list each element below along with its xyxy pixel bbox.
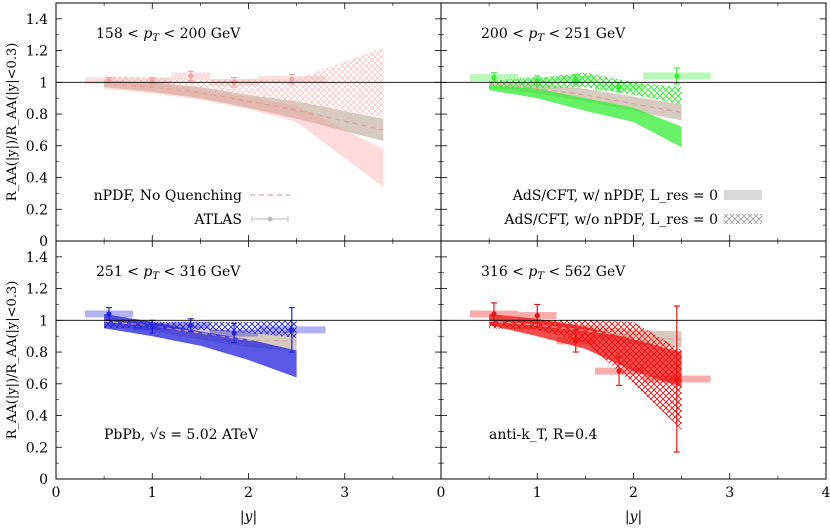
npdf-line <box>104 83 384 131</box>
y-axis-label: R_AA(|y|)/R_AA(|y|<0.3) <box>5 281 20 440</box>
panel-label: 251 < pT < 316 GeV <box>96 264 241 282</box>
atlas-point <box>643 305 711 453</box>
x-tick-label: 1 <box>148 485 157 501</box>
legend-ads-npdf: AdS/CFT, w/ nPDF, L_res = 0 <box>512 188 718 204</box>
atlas-point <box>469 72 518 83</box>
y-tick-label: 0.6 <box>26 139 48 155</box>
ads-npdf-band <box>489 85 682 148</box>
ads-nonpdf-band <box>489 320 682 430</box>
note-system: PbPb, √s = 5.02 ATeV <box>104 427 259 443</box>
x-tick-label: 4 <box>822 485 830 501</box>
atlas-point <box>133 76 172 85</box>
note-jet: anti-k_T, R=0.4 <box>489 427 597 443</box>
legend-atlas-swatch <box>251 216 289 222</box>
legend-npdf: nPDF, No Quenching <box>94 188 242 204</box>
y-tick-label: 0.2 <box>26 202 48 218</box>
y-tick-label: 0.4 <box>26 171 48 187</box>
legend-ads-nonpdf-swatch <box>724 214 762 224</box>
atlas-point <box>258 307 326 353</box>
ads-npdf-band <box>104 83 384 188</box>
y-tick-label: 0.6 <box>26 377 48 393</box>
y-tick-label: 1.2 <box>26 282 48 298</box>
panel-label: 200 < pT < 251 GeV <box>481 26 626 44</box>
axes-frame <box>55 2 827 480</box>
panel-label: 158 < pT < 200 GeV <box>96 26 241 44</box>
atlas-point <box>258 73 326 85</box>
x-axis-label: |y| <box>625 509 642 525</box>
y-tick-label: 1 <box>39 313 48 329</box>
panel-3: 251 < pT < 316 GeV <box>56 264 441 378</box>
atlas-point <box>469 302 518 326</box>
atlas-point <box>595 356 644 386</box>
npdf-band <box>104 80 384 141</box>
x-axis-label: |y| <box>240 509 257 525</box>
y-tick-label: 0.8 <box>26 345 48 361</box>
atlas-point <box>84 76 133 85</box>
y-tick-label: 0.8 <box>26 107 48 123</box>
y-tick-label: 1.4 <box>26 12 48 28</box>
panel-label: 316 < pT < 562 GeV <box>481 264 626 282</box>
legend-ads-npdf-swatch <box>724 190 762 200</box>
y-tick-label: 0 <box>39 234 48 250</box>
atlas-point <box>210 322 259 344</box>
atlas-point <box>171 70 210 82</box>
y-tick-label: 1.4 <box>26 250 48 266</box>
atlas-point <box>595 81 644 93</box>
legend-ads-nonpdf: AdS/CFT, w/o nPDF, L_res = 0 <box>503 212 718 228</box>
x-tick-label: 0 <box>52 485 61 501</box>
x-tick-label: 2 <box>629 485 638 501</box>
x-tick-label: 3 <box>340 485 349 501</box>
panel-1: 158 < pT < 200 GeV <box>56 26 441 188</box>
y-tick-label: 1 <box>39 75 48 91</box>
y-tick-label: 0.4 <box>26 409 48 425</box>
y-axis-label: R_AA(|y|)/R_AA(|y|<0.3) <box>5 43 20 202</box>
atlas-point <box>518 303 557 328</box>
panel-2: 200 < pT < 251 GeV <box>441 26 826 148</box>
atlas-point <box>643 67 711 85</box>
y-tick-label: 1.2 <box>26 44 48 60</box>
atlas-point <box>556 329 595 353</box>
x-tick-label: 3 <box>725 485 734 501</box>
npdf-line <box>489 83 682 114</box>
y-tick-label: 0.2 <box>26 440 48 456</box>
x-tick-label: 0 <box>437 485 446 501</box>
x-tick-label: 2 <box>244 485 253 501</box>
atlas-point <box>518 75 557 87</box>
x-tick-label: 1 <box>533 485 542 501</box>
legend-atlas: ATLAS <box>193 212 242 228</box>
y-tick-label: 0 <box>39 472 48 488</box>
atlas-point <box>171 318 210 333</box>
panel-4: 316 < pT < 562 GeV <box>441 264 826 453</box>
